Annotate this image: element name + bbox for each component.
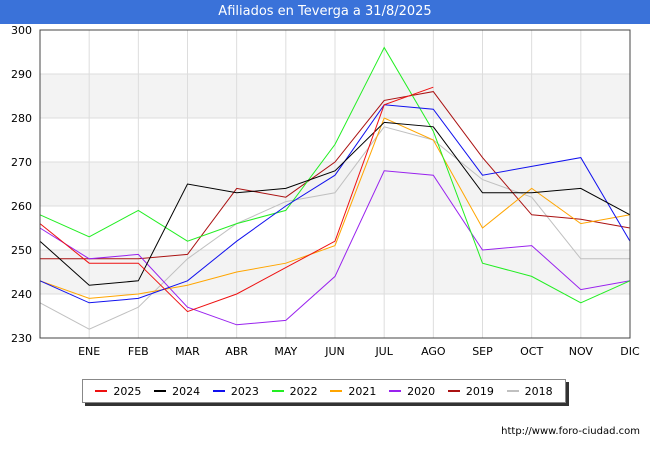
- vertical-gridlines: [88, 30, 582, 338]
- x-tick-label: JUN: [324, 345, 345, 358]
- legend-swatch: [95, 390, 108, 392]
- series-line-2019: [40, 91, 631, 260]
- y-tick-label: 300: [11, 24, 32, 37]
- x-tick-label: FEB: [128, 345, 149, 358]
- y-tick-label: 250: [11, 244, 32, 257]
- legend-label: 2025: [113, 384, 142, 398]
- series-line-2024: [39, 121, 631, 286]
- x-tick-label: OCT: [520, 345, 543, 358]
- x-axis-ticks: ENE FEB MAR ABR MAY JUN JUL AGO SEP OCT NOV DIC: [78, 345, 640, 358]
- chart-title: Afiliados en Teverga a 31/8/2025: [0, 0, 650, 24]
- legend-item-2018: 2018: [506, 384, 553, 398]
- legend-item-2025: 2025: [95, 385, 141, 398]
- x-tick-label: ABR: [225, 345, 248, 358]
- y-axis-ticks: 230 240 250 260 270 280 290 300: [11, 24, 32, 345]
- legend-label: 2021: [348, 384, 377, 398]
- legend-label: 2022: [289, 384, 318, 398]
- legend-item-2020: 2020: [389, 385, 435, 398]
- legend-item-2019: 2019: [447, 384, 494, 398]
- legend-swatch: [506, 390, 519, 392]
- series-line-2025: [39, 86, 434, 313]
- legend-item-2021: 2021: [330, 385, 376, 398]
- y-tick-label: 280: [11, 112, 32, 125]
- y-tick-label: 240: [11, 288, 32, 301]
- legend-label: 2023: [230, 384, 259, 398]
- legend-item-2023: 2023: [212, 384, 259, 398]
- x-tick-label: ENE: [78, 345, 100, 358]
- series-line-2023: [39, 104, 631, 304]
- y-tick-label: 260: [11, 200, 32, 213]
- legend-label: 2019: [465, 384, 494, 398]
- y-tick-label: 270: [11, 156, 32, 169]
- series-line-2022: [39, 46, 631, 304]
- x-tick-label: NOV: [569, 345, 594, 358]
- legend-swatch: [447, 390, 460, 392]
- legend-swatch: [154, 390, 167, 392]
- legend-item-2022: 2022: [271, 384, 318, 398]
- legend-swatch: [330, 390, 343, 392]
- legend-swatch: [389, 390, 402, 392]
- legend-swatch: [271, 390, 284, 392]
- x-tick-label: MAY: [274, 345, 297, 358]
- x-tick-label: SEP: [472, 345, 493, 358]
- series-line-2020: [39, 170, 631, 326]
- legend: 2025 2024 2023 2022 2021 2020 2019 2018: [82, 379, 566, 403]
- plot-frame: [39, 29, 631, 339]
- source-watermark: http://www.foro-ciudad.com: [501, 426, 640, 437]
- x-tick-label: JUL: [374, 345, 393, 358]
- legend-label: 2018: [524, 384, 553, 398]
- legend-label: 2024: [172, 384, 201, 398]
- legend-swatch: [212, 390, 225, 392]
- series-line-2021: [39, 117, 631, 299]
- y-tick-label: 230: [11, 332, 32, 345]
- series-line-2018: [39, 126, 630, 330]
- legend-label: 2020: [407, 384, 436, 398]
- y-tick-label: 290: [11, 68, 32, 81]
- x-tick-label: AGO: [421, 345, 446, 358]
- series-lines: [39, 46, 631, 330]
- x-tick-label: DIC: [620, 345, 640, 358]
- x-tick-label: MAR: [175, 345, 200, 358]
- legend-item-2024: 2024: [154, 385, 200, 398]
